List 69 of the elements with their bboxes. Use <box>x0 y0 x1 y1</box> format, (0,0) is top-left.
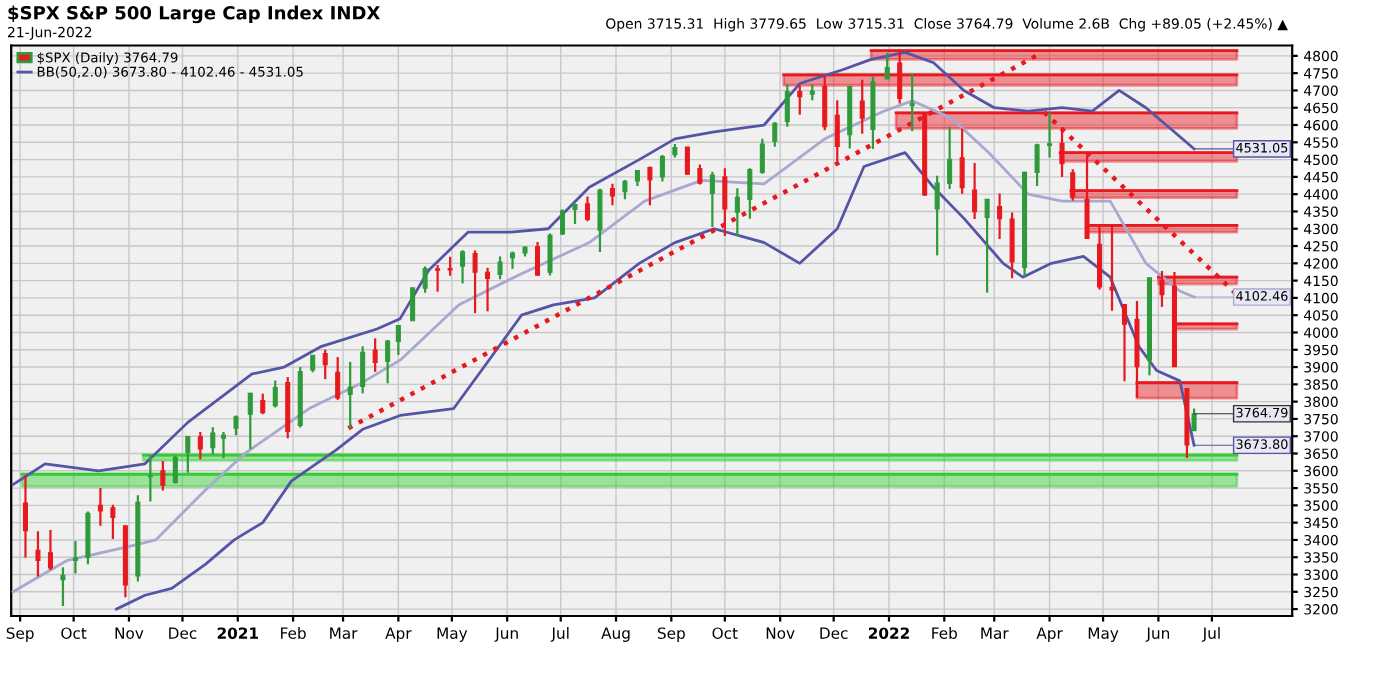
candlestick <box>834 99 840 163</box>
candlestick <box>997 192 1003 241</box>
candlestick <box>722 167 728 238</box>
candlestick <box>822 74 828 132</box>
candlestick <box>233 414 239 437</box>
candlestick <box>772 121 778 148</box>
candlestick <box>197 430 203 461</box>
candlestick <box>622 178 628 201</box>
candlestick <box>1121 303 1128 383</box>
candlestick <box>110 503 116 541</box>
candlestick <box>35 530 41 578</box>
candlestick <box>972 161 978 221</box>
candlestick <box>322 348 328 381</box>
candlestick <box>884 52 890 81</box>
candlestick <box>1191 407 1197 432</box>
candlestick <box>335 355 341 402</box>
candlestick <box>584 195 590 223</box>
candlestick <box>72 539 78 575</box>
candlestick <box>372 337 378 374</box>
candlestick <box>934 174 940 257</box>
candlestick <box>534 240 541 277</box>
candlestick <box>1009 211 1015 280</box>
candlestick <box>422 265 428 294</box>
candlestick <box>1034 142 1040 187</box>
candlestick <box>435 263 441 293</box>
candlestick <box>609 182 615 207</box>
candlestick <box>460 249 466 285</box>
candlestick <box>597 187 603 254</box>
candlestick <box>97 486 103 527</box>
candlestick <box>684 146 690 176</box>
candlestick <box>160 459 166 492</box>
candlestick <box>395 324 401 357</box>
candlestick <box>260 392 266 416</box>
candlestick <box>547 232 553 277</box>
candlestick <box>659 154 665 183</box>
candlestick <box>185 435 191 474</box>
candlestick <box>147 453 153 503</box>
candlestick <box>220 430 227 460</box>
candlestick <box>410 286 416 322</box>
candlestick <box>497 255 503 281</box>
candlestick <box>797 84 803 116</box>
chart-title: $SPX S&P 500 Large Cap Index INDX <box>8 5 380 24</box>
candlestick <box>709 170 715 229</box>
candlestick <box>360 345 366 395</box>
candlestick <box>22 473 28 559</box>
candlestick <box>485 266 491 313</box>
candlestick <box>784 83 790 128</box>
candlestick <box>759 137 765 175</box>
candlestick <box>747 167 753 220</box>
candlestick <box>1047 111 1053 159</box>
candlestick <box>959 127 965 195</box>
candlestick <box>347 360 353 430</box>
candlestick <box>859 78 865 135</box>
candlestick <box>172 454 178 485</box>
candlestick <box>870 75 876 150</box>
candlestick <box>210 426 216 456</box>
candlestick <box>734 187 740 238</box>
candlestick <box>85 510 91 566</box>
candlestick <box>559 208 566 237</box>
candlestick <box>472 249 478 315</box>
candlestick <box>272 379 278 409</box>
candlestick <box>947 125 953 191</box>
candlestick <box>60 566 66 608</box>
candlestick <box>247 391 253 451</box>
candlestick <box>47 528 53 572</box>
candlestick <box>385 338 391 385</box>
candlestick <box>984 197 990 294</box>
candlestick <box>447 255 453 277</box>
candlestick <box>647 165 653 207</box>
